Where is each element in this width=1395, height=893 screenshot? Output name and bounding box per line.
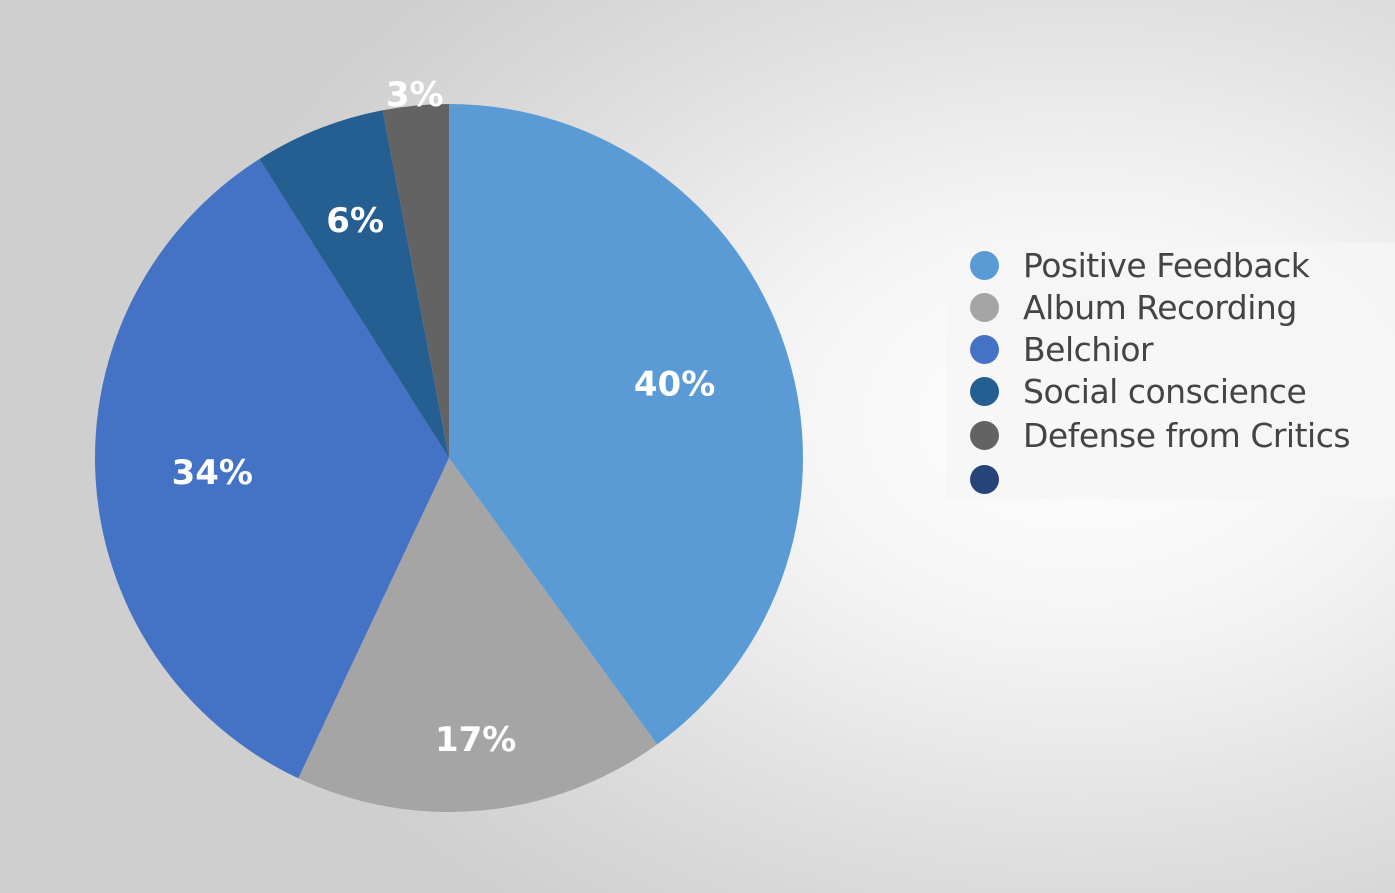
legend-swatch — [970, 334, 999, 364]
legend-item-album-recording: Album Recording — [970, 285, 1297, 329]
legend-swatch — [970, 376, 999, 406]
legend-swatch — [970, 420, 999, 450]
legend-swatch — [970, 250, 999, 280]
legend-item-social-conscience: Social conscience — [970, 369, 1307, 413]
legend-label: Belchior — [1023, 329, 1154, 369]
pie-slice-social-conscience — [259, 110, 449, 458]
pie-slice-defense-from-critics — [382, 104, 449, 458]
slice-label: 17% — [435, 720, 516, 760]
legend-label: Defense from Critics — [1023, 415, 1351, 455]
legend: Positive Feedback Album Recording Belchi… — [946, 243, 1395, 499]
legend-item-belchior: Belchior — [970, 327, 1154, 371]
pie-slice-album-recording — [298, 458, 658, 812]
slice-label: 34% — [172, 453, 253, 493]
slice-label: 40% — [634, 365, 715, 405]
legend-item-defense-from-critics: Defense from Critics — [970, 413, 1351, 457]
legend-item-unlabeled — [970, 457, 1023, 501]
legend-label: Album Recording — [1023, 287, 1297, 327]
legend-label: Positive Feedback — [1023, 245, 1310, 285]
legend-item-positive-feedback: Positive Feedback — [970, 243, 1310, 287]
slice-label: 3% — [386, 75, 444, 115]
legend-label: Social conscience — [1023, 371, 1307, 411]
pie-slice-belchior — [95, 159, 449, 779]
pie-slice-positive-feedback — [449, 104, 803, 745]
legend-swatch — [970, 464, 999, 494]
slice-label: 6% — [326, 201, 384, 241]
legend-swatch — [970, 292, 999, 322]
